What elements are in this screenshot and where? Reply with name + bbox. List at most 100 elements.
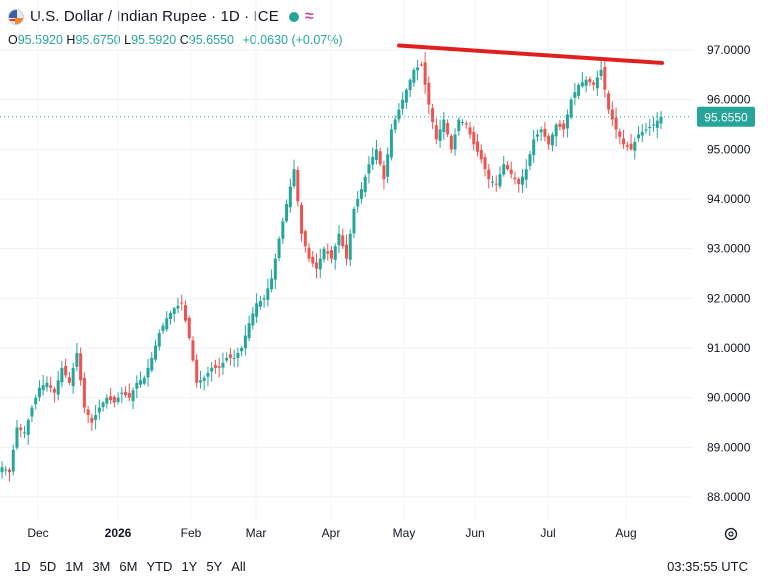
candle-body bbox=[367, 164, 371, 174]
candle-body bbox=[251, 313, 255, 326]
candle-body bbox=[45, 382, 49, 388]
resistance-trendline[interactable] bbox=[397, 43, 664, 65]
close-label: C bbox=[179, 33, 189, 47]
candle-body bbox=[34, 397, 38, 405]
y-tick-label: 93.0000 bbox=[707, 242, 751, 256]
candle-body bbox=[595, 77, 599, 89]
candle-body bbox=[79, 353, 83, 381]
candle-body bbox=[629, 143, 633, 150]
candle-body bbox=[116, 397, 120, 402]
candle-body bbox=[539, 129, 543, 133]
candle-body bbox=[588, 78, 592, 83]
candle-body bbox=[419, 64, 423, 66]
candle-body bbox=[648, 126, 652, 128]
candle-body bbox=[573, 92, 577, 98]
range-5d[interactable]: 5D bbox=[39, 559, 57, 574]
candle-body bbox=[52, 388, 56, 393]
price-chart[interactable]: 97.0000 96.0000 95.0000 94.0000 93.0000 92.00… bbox=[0, 0, 768, 556]
candle-body bbox=[580, 82, 584, 87]
utc-clock[interactable]: 03:35:55 UTC bbox=[667, 559, 748, 574]
y-tick-label: 95.0000 bbox=[707, 142, 751, 156]
candle-body bbox=[513, 177, 517, 180]
candle-body bbox=[232, 357, 236, 359]
range-1d[interactable]: 1D bbox=[14, 559, 31, 574]
last-price-tag bbox=[697, 106, 755, 127]
candle-body bbox=[30, 407, 34, 417]
candle-body bbox=[0, 467, 4, 473]
x-tick-label: 2026 bbox=[105, 526, 132, 540]
candle-body bbox=[554, 124, 558, 137]
candle-body bbox=[75, 352, 79, 367]
candle-body bbox=[378, 151, 382, 165]
range-5y[interactable]: 5Y bbox=[206, 559, 223, 574]
candle-body bbox=[168, 313, 172, 319]
candle-body bbox=[543, 128, 547, 137]
candle-body bbox=[330, 250, 333, 259]
ohlc-legend: O95.5920 H95.6750 L95.5920 C95.6550 +0.0… bbox=[8, 33, 343, 47]
candle-body bbox=[547, 135, 551, 145]
usd-inr-flag-icon bbox=[8, 8, 24, 25]
candle-body bbox=[610, 109, 614, 120]
candles-layer bbox=[0, 51, 663, 482]
candle-body bbox=[412, 69, 416, 83]
chart-header: U.S. Dollar / Indian Rupee · 1D · ICE ≈ … bbox=[0, 0, 768, 52]
range-6m[interactable]: 6M bbox=[119, 559, 138, 574]
candle-body bbox=[225, 357, 229, 361]
candle-body bbox=[90, 417, 94, 423]
candle-body bbox=[86, 409, 90, 416]
candle-body bbox=[528, 154, 532, 166]
candle-body bbox=[550, 134, 554, 146]
range-ytd[interactable]: YTD bbox=[146, 559, 173, 574]
candle-body bbox=[247, 323, 251, 339]
candle-body bbox=[434, 125, 438, 140]
chart-footer: 1D 5D 1M 3M 6M YTD 1Y 5Y All 03:35:55 UTC bbox=[0, 556, 768, 577]
candle-body bbox=[206, 372, 210, 377]
candle-body bbox=[318, 258, 322, 270]
candle-body bbox=[15, 427, 19, 448]
last-price-label: 95.6550 bbox=[704, 110, 748, 124]
x-tick-label: Apr bbox=[322, 526, 341, 540]
candle-body bbox=[644, 129, 648, 131]
candle-body bbox=[491, 181, 495, 183]
candle-body bbox=[322, 248, 326, 260]
candle-body bbox=[498, 174, 502, 187]
y-tick-label: 97.0000 bbox=[707, 43, 751, 57]
symbol-title[interactable]: U.S. Dollar / Indian Rupee · 1D · ICE bbox=[30, 8, 279, 25]
symbol-title-row[interactable]: U.S. Dollar / Indian Rupee · 1D · ICE ≈ bbox=[8, 8, 314, 25]
candle-body bbox=[599, 69, 603, 76]
range-3m[interactable]: 3M bbox=[92, 559, 111, 574]
candle-body bbox=[202, 377, 206, 381]
candle-body bbox=[296, 169, 300, 202]
range-1y[interactable]: 1Y bbox=[181, 559, 198, 574]
range-1m[interactable]: 1M bbox=[65, 559, 84, 574]
candle-body bbox=[172, 308, 176, 314]
candle-body bbox=[569, 99, 573, 118]
candle-body bbox=[341, 235, 345, 247]
candle-body bbox=[240, 348, 244, 352]
candle-body bbox=[382, 165, 386, 180]
candle-body bbox=[131, 390, 135, 402]
y-tick-label: 89.0000 bbox=[707, 440, 751, 454]
candle-body bbox=[109, 396, 113, 401]
candle-body bbox=[187, 317, 191, 339]
candle-body bbox=[183, 305, 187, 321]
candle-body bbox=[603, 67, 607, 90]
candle-body bbox=[446, 123, 450, 135]
x-tick-label: Jun bbox=[465, 526, 484, 540]
chart-settings-icon[interactable] bbox=[724, 527, 738, 541]
candle-body bbox=[457, 119, 461, 132]
open-value: 95.5920 bbox=[17, 33, 63, 47]
close-value: 95.6550 bbox=[188, 33, 234, 47]
candle-body bbox=[288, 186, 292, 208]
candle-body bbox=[562, 123, 566, 130]
candle-body bbox=[614, 117, 618, 130]
candle-body bbox=[517, 178, 521, 185]
candle-body bbox=[161, 325, 165, 331]
high-value: 95.6750 bbox=[75, 33, 121, 47]
x-tick-label: Mar bbox=[246, 526, 267, 540]
candle-body bbox=[191, 340, 195, 361]
range-all[interactable]: All bbox=[231, 559, 246, 574]
candle-body bbox=[494, 183, 498, 185]
open-label: O bbox=[8, 33, 18, 47]
candle-body bbox=[303, 231, 307, 247]
